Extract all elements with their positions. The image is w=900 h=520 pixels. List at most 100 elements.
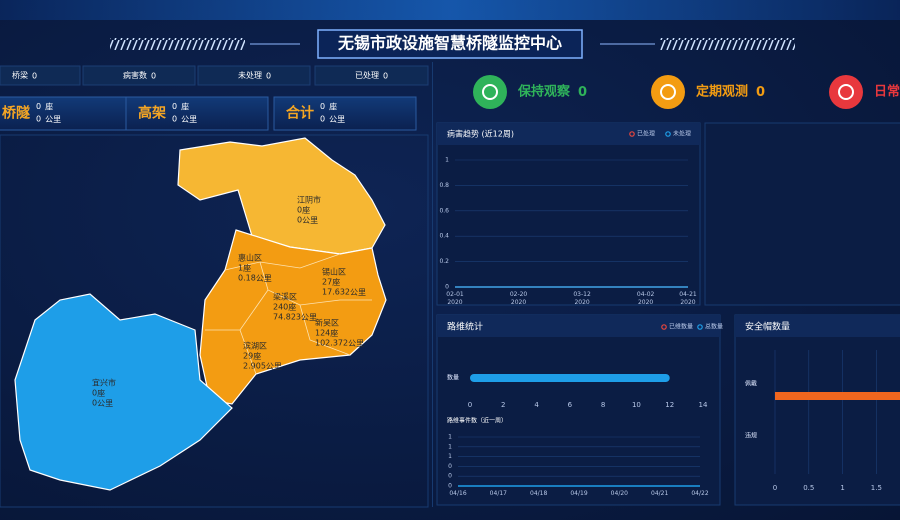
stat-label: 未处理 0 [238,70,271,80]
unit: 公里 [256,274,272,283]
x-tick-label: 04-21 2020 [679,291,697,306]
x-tick-label: 14 [699,401,708,409]
stat-cell [314,65,429,86]
chart-title: 病害趋势 (近12周) [447,129,514,139]
panel-header [437,315,720,337]
region-length: 17.632公里 [322,288,366,297]
unit: 公里 [329,115,345,124]
x-tick-label: 04/20 [610,490,628,497]
region-count: 29座 [243,351,261,361]
x-tick-label: 02-20 2020 [509,291,528,306]
panel [436,122,701,306]
unit: 座 [288,302,296,312]
stat-label: 病害数 0 [123,70,156,80]
y-tick-label: 0 [448,483,452,490]
x-tick-label: 04/17 [489,490,507,497]
divider [432,62,433,507]
x-tick-label: 03-12 2020 [573,291,591,306]
category-length: 0 公里 [320,115,345,124]
y-tick-label: 0 [448,473,452,480]
status-value: 0 [756,85,765,100]
category-box [125,96,269,131]
category-length: 0 公里 [172,115,197,124]
region-count: 240座 [273,302,296,312]
legend-label: 总数量 [705,323,723,331]
legend-label: 已维数量 [669,323,693,331]
legend-marker [697,324,703,330]
panel [704,122,900,306]
y-tick-label: 0.6 [439,207,449,214]
chart-title: 路维事件数（近一周） [447,417,507,425]
x-tick-label: 6 [568,401,573,409]
title-box [317,29,583,59]
panel [436,314,721,506]
x-tick-label: 04/18 [530,490,548,497]
district-border [205,253,372,375]
legend-label: 未处理 [673,130,691,138]
region-length: 102.372公里 [315,339,364,348]
status-label: 日常 [874,84,900,100]
region-shape [199,229,387,405]
region-length: 0公里 [92,399,113,408]
region-count: 0座 [92,388,105,398]
stat-value: 0 [383,71,388,80]
y-tick-label: 数量 [447,374,459,382]
category-box [273,96,417,131]
x-tick-label: 04/22 [691,490,709,497]
x-tick-label: 1.5 [871,484,882,492]
y-tick-label: 1 [448,453,452,460]
category-name: 桥隧 [2,105,30,122]
region-count: 0座 [297,205,310,215]
y-tick-label: 1 [445,157,449,164]
status-icon [829,75,863,109]
unit: 座 [330,328,338,338]
unit: 座 [302,205,310,215]
stat-cell [82,65,196,86]
top-bar [0,0,900,20]
region-name: 惠山区 [238,253,262,263]
x-tick-label: 8 [601,401,605,409]
status-icon [651,75,685,109]
unit: 公里 [350,288,366,297]
region-name: 锡山区 [322,267,346,277]
icon-glyph [838,84,854,100]
category-name: 高架 [138,105,166,122]
stat-value: 0 [266,71,271,80]
legend-marker [665,131,671,137]
region-shape [177,137,386,255]
unit: 座 [243,263,251,273]
region-count: 124座 [315,328,338,338]
region-name: 梁溪区 [273,292,297,302]
icon-glyph [660,84,676,100]
y-tick-label: 0.2 [439,258,449,265]
status-icon [473,75,507,109]
stripes [110,38,245,50]
map [14,137,387,491]
unit: 座 [332,277,340,287]
x-tick-label: 10 [632,401,641,409]
stat-label: 桥梁 0 [12,70,37,80]
x-tick-label: 0 [773,484,777,492]
stripes [660,38,795,50]
unit: 公里 [266,362,282,371]
unit: 座 [181,101,189,111]
category-box [0,96,133,131]
title: 无锡市政设施智慧桥隧监控中心 [337,34,562,53]
stat-value: 0 [32,71,37,80]
region-name: 宜兴市 [92,378,116,388]
stat-label: 已处理 0 [355,70,388,80]
y-tick-label: 0.4 [439,233,449,240]
panel-header [437,123,700,145]
region-length: 74.823公里 [273,313,317,322]
legend-label: 已处理 [637,130,655,138]
status-value: 0 [578,85,587,100]
y-tick-label: 违规 [745,432,757,440]
unit: 座 [97,388,105,398]
unit: 公里 [45,115,61,124]
unit: 座 [329,101,337,111]
status-label: 定期观测 0 [695,84,765,100]
unit: 公里 [181,115,197,124]
